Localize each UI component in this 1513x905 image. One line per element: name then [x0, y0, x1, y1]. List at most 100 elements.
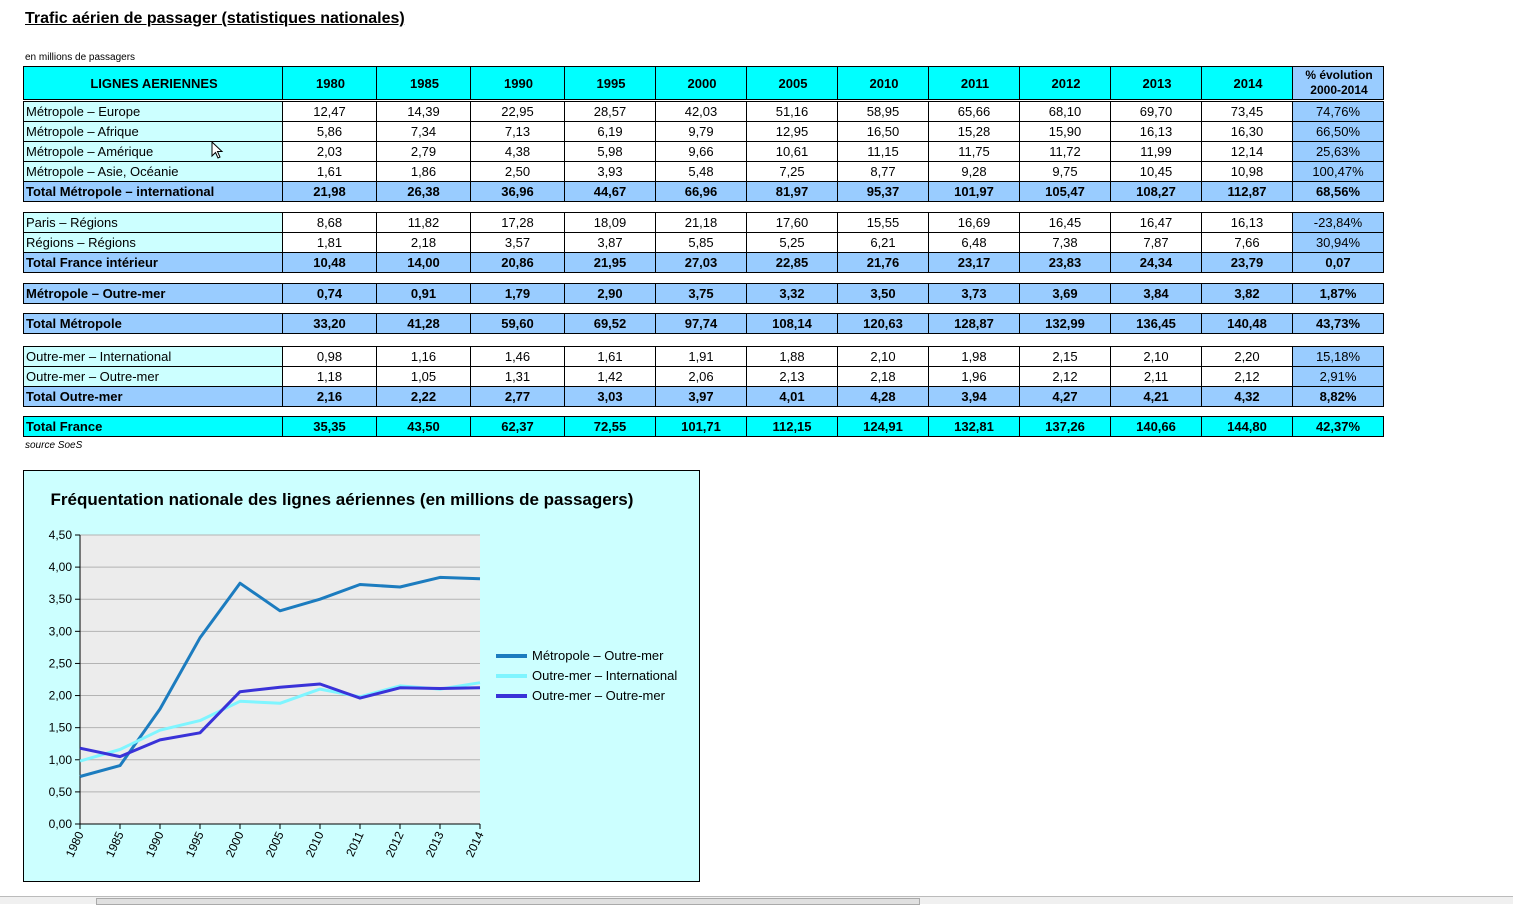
- value-cell[interactable]: 20,86: [470, 252, 565, 273]
- value-cell[interactable]: 2,16: [282, 386, 377, 407]
- value-cell[interactable]: 27,03: [655, 252, 747, 273]
- value-cell[interactable]: 112,87: [1201, 181, 1293, 202]
- value-cell[interactable]: 21,76: [837, 252, 929, 273]
- row-label-cell[interactable]: Métropole – Amérique: [23, 141, 283, 162]
- value-cell[interactable]: 14,39: [376, 101, 471, 122]
- header-cell-evolution[interactable]: % évolution 2000-2014: [1292, 66, 1384, 100]
- evolution-cell[interactable]: 2,91%: [1292, 366, 1384, 387]
- value-cell[interactable]: 17,28: [470, 212, 565, 233]
- evolution-cell[interactable]: 68,56%: [1292, 181, 1384, 202]
- value-cell[interactable]: 11,99: [1110, 141, 1202, 162]
- value-cell[interactable]: 6,48: [928, 232, 1020, 253]
- value-cell[interactable]: 124,91: [837, 416, 929, 437]
- value-cell[interactable]: 10,48: [282, 252, 377, 273]
- header-cell-year[interactable]: 2005: [746, 66, 838, 100]
- value-cell[interactable]: 16,30: [1201, 121, 1293, 142]
- row-label-cell[interactable]: Régions – Régions: [23, 232, 283, 253]
- value-cell[interactable]: 1,16: [376, 346, 471, 367]
- value-cell[interactable]: 16,69: [928, 212, 1020, 233]
- value-cell[interactable]: 26,38: [376, 181, 471, 202]
- value-cell[interactable]: 95,37: [837, 181, 929, 202]
- value-cell[interactable]: 41,28: [376, 313, 471, 334]
- value-cell[interactable]: 7,38: [1019, 232, 1111, 253]
- value-cell[interactable]: 15,28: [928, 121, 1020, 142]
- value-cell[interactable]: 2,77: [470, 386, 565, 407]
- value-cell[interactable]: 62,37: [470, 416, 565, 437]
- value-cell[interactable]: 81,97: [746, 181, 838, 202]
- value-cell[interactable]: 3,75: [655, 283, 747, 304]
- value-cell[interactable]: 16,13: [1201, 212, 1293, 233]
- value-cell[interactable]: 3,03: [564, 386, 656, 407]
- value-cell[interactable]: 28,57: [564, 101, 656, 122]
- value-cell[interactable]: 5,86: [282, 121, 377, 142]
- value-cell[interactable]: 5,98: [564, 141, 656, 162]
- value-cell[interactable]: 7,25: [746, 161, 838, 182]
- value-cell[interactable]: 11,72: [1019, 141, 1111, 162]
- header-cell-year[interactable]: 2013: [1110, 66, 1202, 100]
- value-cell[interactable]: 132,99: [1019, 313, 1111, 334]
- value-cell[interactable]: 10,98: [1201, 161, 1293, 182]
- value-cell[interactable]: 140,48: [1201, 313, 1293, 334]
- value-cell[interactable]: 136,45: [1110, 313, 1202, 334]
- value-cell[interactable]: 3,69: [1019, 283, 1111, 304]
- value-cell[interactable]: 132,81: [928, 416, 1020, 437]
- value-cell[interactable]: 22,95: [470, 101, 565, 122]
- value-cell[interactable]: 5,85: [655, 232, 747, 253]
- row-label-cell[interactable]: Métropole – Asie, Océanie: [23, 161, 283, 182]
- row-label-cell[interactable]: Total Métropole: [23, 313, 283, 334]
- value-cell[interactable]: 3,57: [470, 232, 565, 253]
- value-cell[interactable]: 14,00: [376, 252, 471, 273]
- value-cell[interactable]: 3,32: [746, 283, 838, 304]
- value-cell[interactable]: 65,66: [928, 101, 1020, 122]
- value-cell[interactable]: 66,96: [655, 181, 747, 202]
- value-cell[interactable]: 3,82: [1201, 283, 1293, 304]
- value-cell[interactable]: 17,60: [746, 212, 838, 233]
- value-cell[interactable]: 21,95: [564, 252, 656, 273]
- value-cell[interactable]: 4,21: [1110, 386, 1202, 407]
- value-cell[interactable]: 10,61: [746, 141, 838, 162]
- value-cell[interactable]: 69,52: [564, 313, 656, 334]
- value-cell[interactable]: 1,42: [564, 366, 656, 387]
- value-cell[interactable]: 23,79: [1201, 252, 1293, 273]
- value-cell[interactable]: 0,91: [376, 283, 471, 304]
- value-cell[interactable]: 1,98: [928, 346, 1020, 367]
- value-cell[interactable]: 2,12: [1019, 366, 1111, 387]
- evolution-cell[interactable]: 42,37%: [1292, 416, 1384, 437]
- value-cell[interactable]: 6,19: [564, 121, 656, 142]
- value-cell[interactable]: 3,93: [564, 161, 656, 182]
- value-cell[interactable]: 35,35: [282, 416, 377, 437]
- value-cell[interactable]: 2,90: [564, 283, 656, 304]
- value-cell[interactable]: 16,13: [1110, 121, 1202, 142]
- value-cell[interactable]: 6,21: [837, 232, 929, 253]
- value-cell[interactable]: 73,45: [1201, 101, 1293, 122]
- value-cell[interactable]: 1,61: [564, 346, 656, 367]
- value-cell[interactable]: 59,60: [470, 313, 565, 334]
- value-cell[interactable]: 16,50: [837, 121, 929, 142]
- value-cell[interactable]: 3,84: [1110, 283, 1202, 304]
- value-cell[interactable]: 1,86: [376, 161, 471, 182]
- value-cell[interactable]: 9,66: [655, 141, 747, 162]
- value-cell[interactable]: 2,79: [376, 141, 471, 162]
- value-cell[interactable]: 2,20: [1201, 346, 1293, 367]
- value-cell[interactable]: 97,74: [655, 313, 747, 334]
- value-cell[interactable]: 4,32: [1201, 386, 1293, 407]
- evolution-cell[interactable]: 1,87%: [1292, 283, 1384, 304]
- value-cell[interactable]: 112,15: [746, 416, 838, 437]
- value-cell[interactable]: 1,91: [655, 346, 747, 367]
- value-cell[interactable]: 8,77: [837, 161, 929, 182]
- value-cell[interactable]: 10,45: [1110, 161, 1202, 182]
- evolution-cell[interactable]: 66,50%: [1292, 121, 1384, 142]
- value-cell[interactable]: 3,94: [928, 386, 1020, 407]
- value-cell[interactable]: 4,27: [1019, 386, 1111, 407]
- value-cell[interactable]: 0,74: [282, 283, 377, 304]
- value-cell[interactable]: 9,28: [928, 161, 1020, 182]
- value-cell[interactable]: 16,47: [1110, 212, 1202, 233]
- evolution-cell[interactable]: 15,18%: [1292, 346, 1384, 367]
- row-label-cell[interactable]: Métropole – Europe: [23, 101, 283, 122]
- value-cell[interactable]: 2,10: [1110, 346, 1202, 367]
- value-cell[interactable]: 12,14: [1201, 141, 1293, 162]
- value-cell[interactable]: 1,31: [470, 366, 565, 387]
- value-cell[interactable]: 22,85: [746, 252, 838, 273]
- value-cell[interactable]: 5,48: [655, 161, 747, 182]
- value-cell[interactable]: 2,13: [746, 366, 838, 387]
